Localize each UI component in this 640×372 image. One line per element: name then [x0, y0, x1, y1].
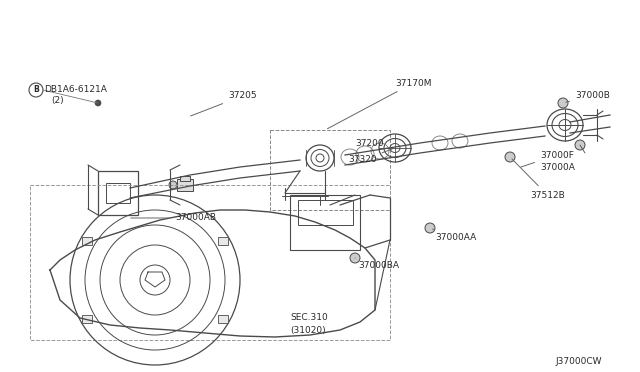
Text: 37170M: 37170M — [328, 78, 431, 129]
Bar — [177, 179, 193, 191]
Text: 37000A: 37000A — [540, 164, 575, 173]
Bar — [83, 315, 92, 323]
Bar — [98, 171, 138, 215]
Text: 37000F: 37000F — [520, 151, 574, 167]
Bar — [83, 237, 92, 245]
Circle shape — [95, 100, 101, 106]
Text: 37205: 37205 — [191, 92, 257, 116]
Text: 37512B: 37512B — [512, 159, 564, 199]
Bar — [30, 185, 390, 340]
Text: 37000AB: 37000AB — [131, 214, 216, 222]
Text: 37200: 37200 — [355, 138, 383, 148]
Bar — [298, 200, 353, 225]
Text: 37000BA: 37000BA — [355, 258, 399, 269]
Circle shape — [575, 140, 585, 150]
Circle shape — [425, 223, 435, 233]
Bar — [270, 130, 390, 210]
Circle shape — [505, 152, 515, 162]
Text: J37000CW: J37000CW — [555, 357, 602, 366]
Text: DB1A6-6121A: DB1A6-6121A — [44, 84, 107, 93]
Bar — [180, 176, 190, 181]
Bar — [218, 315, 228, 323]
Text: 37000AA: 37000AA — [433, 229, 476, 243]
Bar — [290, 195, 360, 250]
Circle shape — [350, 253, 360, 263]
Circle shape — [558, 98, 568, 108]
Bar — [218, 237, 228, 245]
Text: (2): (2) — [51, 96, 63, 106]
Circle shape — [169, 181, 177, 189]
Text: 37320: 37320 — [348, 149, 392, 164]
Text: SEC.310: SEC.310 — [290, 314, 328, 323]
Bar — [106, 183, 130, 203]
Text: 37000B: 37000B — [566, 90, 610, 102]
Text: (31020): (31020) — [290, 326, 326, 334]
Text: B: B — [33, 86, 39, 94]
